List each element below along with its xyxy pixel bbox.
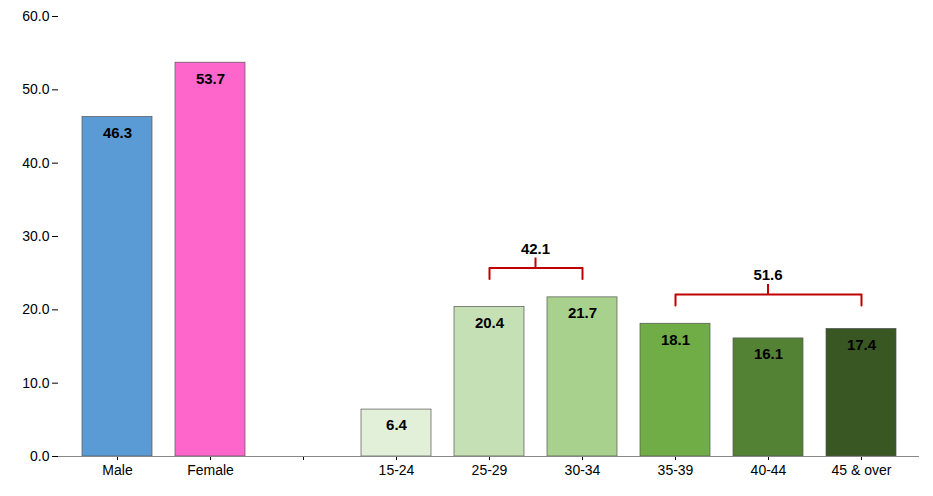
svg-text:51.6: 51.6 [753,266,782,283]
svg-text:60.0: 60.0 [22,8,49,24]
svg-text:35-39: 35-39 [658,462,694,478]
svg-text:30-34: 30-34 [565,462,601,478]
svg-text:42.1: 42.1 [521,240,550,257]
svg-text:Female: Female [187,462,234,478]
svg-text:30.0: 30.0 [22,228,49,244]
svg-text:46.3: 46.3 [103,124,132,141]
svg-text:20.0: 20.0 [22,301,49,317]
svg-text:6.4: 6.4 [386,416,408,433]
svg-text:21.7: 21.7 [568,304,597,321]
svg-text:15-24: 15-24 [379,462,415,478]
svg-text:17.4: 17.4 [847,336,877,353]
svg-text:53.7: 53.7 [196,70,225,87]
svg-text:18.1: 18.1 [661,331,690,348]
svg-text:0.0: 0.0 [30,448,50,464]
svg-text:Male: Male [102,462,133,478]
svg-text:16.1: 16.1 [754,345,783,362]
svg-text:40.0: 40.0 [22,155,49,171]
svg-text:25-29: 25-29 [472,462,508,478]
svg-text:50.0: 50.0 [22,81,49,97]
svg-text:40-44: 40-44 [751,462,787,478]
svg-text:10.0: 10.0 [22,375,49,391]
svg-text:20.4: 20.4 [475,314,505,331]
svg-text:45 & over: 45 & over [832,462,892,478]
